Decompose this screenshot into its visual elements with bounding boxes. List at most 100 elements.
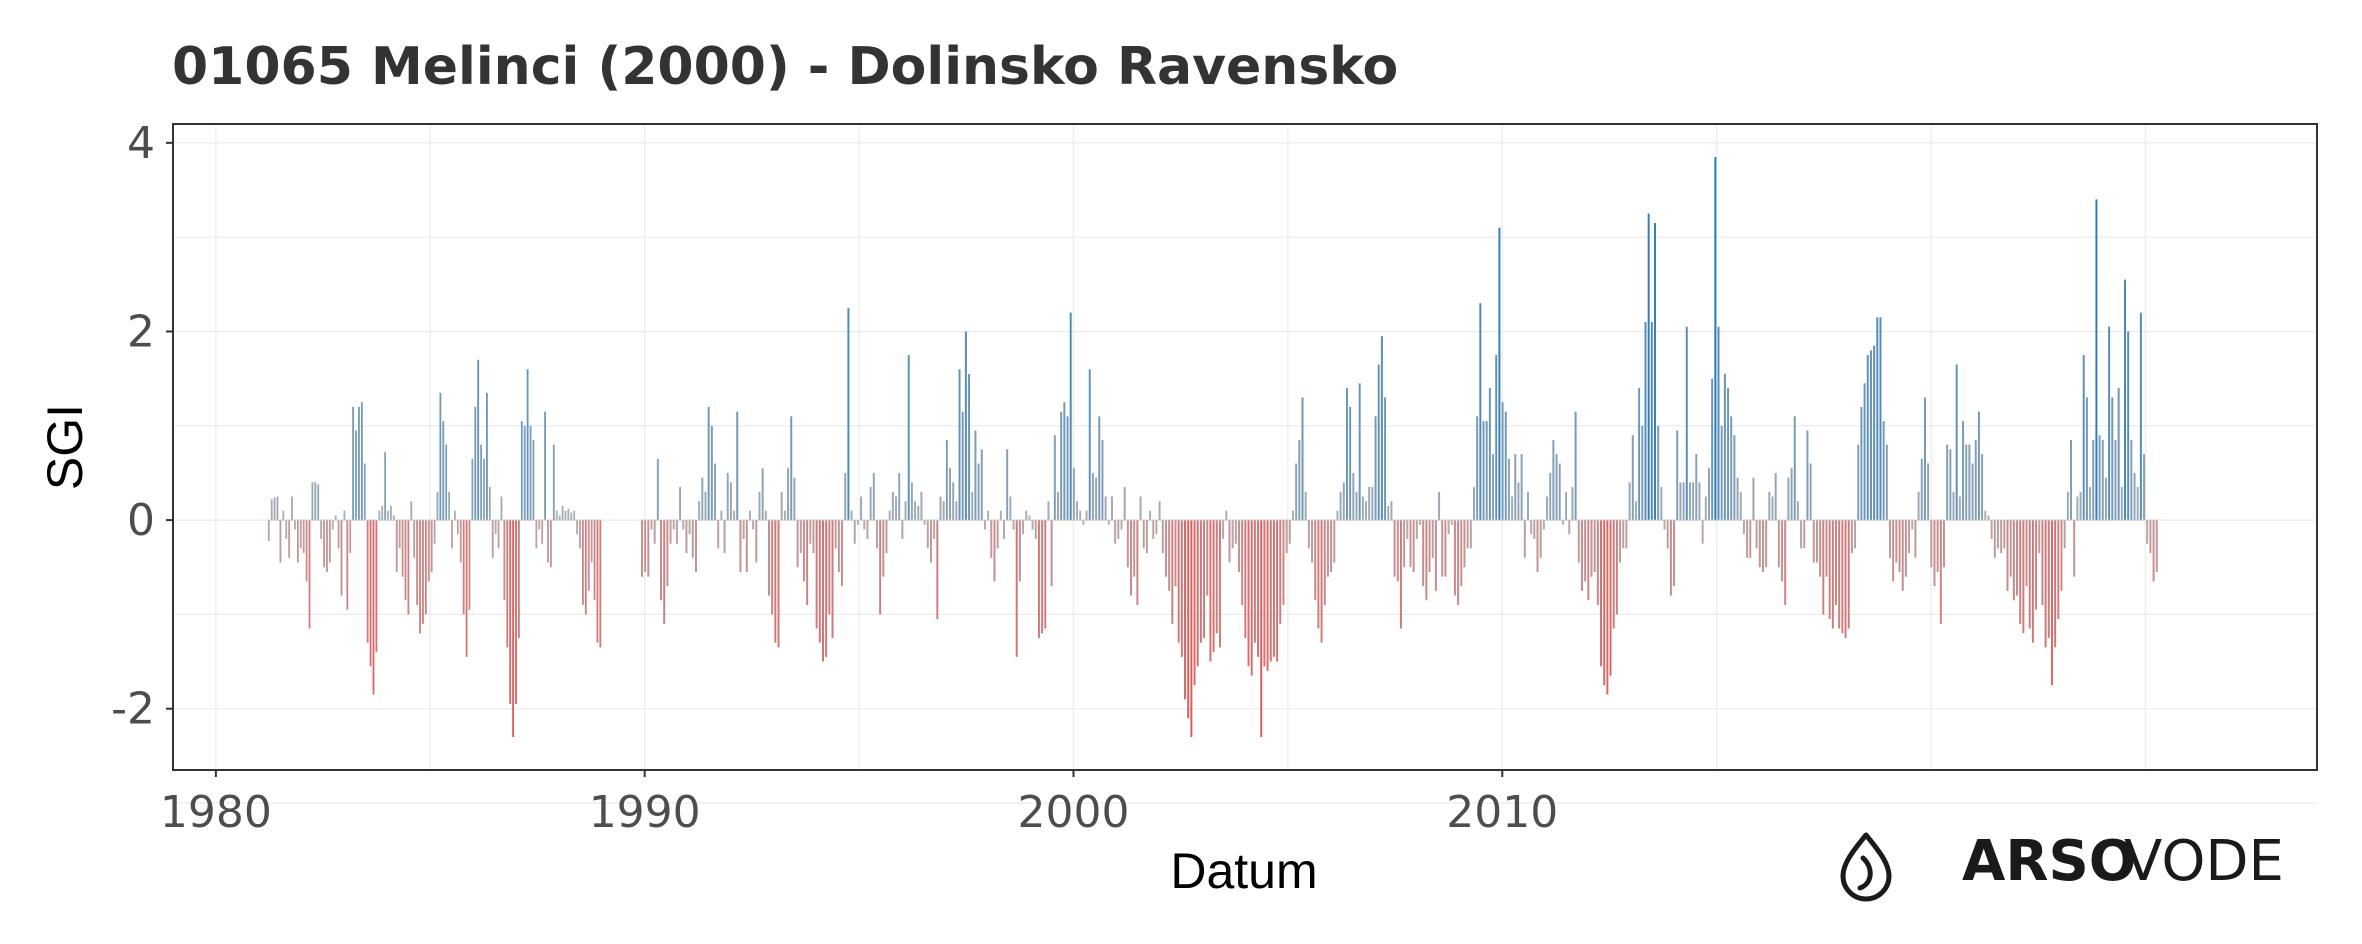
sgi-bar — [1996, 520, 1999, 549]
sgi-bar — [847, 307, 850, 521]
sgi-bar — [1171, 520, 1174, 624]
sgi-bar — [2104, 477, 2107, 521]
sgi-bar — [1136, 520, 1139, 605]
sgi-bar — [1130, 520, 1133, 596]
sgi-bar — [983, 520, 986, 530]
sgi-bar — [1615, 520, 1618, 615]
sgi-bar — [1330, 520, 1333, 572]
sgi-bar — [1453, 520, 1456, 596]
sgi-bar — [1460, 520, 1463, 587]
sgi-bar — [1098, 416, 1101, 521]
sgi-bar — [448, 491, 451, 521]
sgi-bar — [552, 444, 555, 521]
sgi-bar — [320, 520, 323, 539]
sgi-bar — [2022, 520, 2025, 634]
sgi-bar — [1958, 496, 1961, 521]
sgi-bar — [360, 402, 363, 521]
sgi-bar — [547, 520, 549, 563]
sgi-bar — [2047, 520, 2050, 638]
sgi-bar — [1133, 520, 1136, 577]
plot-panel — [172, 123, 2318, 771]
water-drop-icon — [1840, 832, 1892, 902]
sgi-bar — [2038, 520, 2041, 554]
sgi-bar — [875, 520, 878, 549]
sgi-bar — [1584, 520, 1587, 582]
sgi-bar — [1101, 439, 1104, 521]
sgi-bar — [1399, 520, 1402, 629]
sgi-bar — [535, 520, 538, 549]
sgi-bar — [355, 430, 357, 521]
sgi-bar — [885, 520, 888, 554]
sgi-bar — [494, 520, 497, 535]
sgi-bar — [1488, 388, 1491, 521]
sgi-bar — [1149, 510, 1152, 521]
sgi-bar — [2092, 439, 2095, 521]
sgi-bar — [904, 501, 907, 521]
sgi-bar — [1466, 520, 1469, 549]
sgi-bar — [879, 520, 882, 615]
sgi-bar — [1549, 472, 1552, 521]
sgi-bar — [1034, 520, 1037, 539]
sgi-bar — [587, 520, 590, 591]
sgi-bar — [844, 472, 847, 521]
sgi-bar — [581, 520, 584, 605]
sgi-bar — [488, 487, 491, 521]
sgi-bar — [758, 491, 761, 521]
sgi-bar — [1438, 491, 1441, 521]
sgi-bar — [774, 520, 777, 643]
sgi-bar — [714, 463, 716, 521]
sgi-bar — [550, 520, 552, 568]
sgi-bar — [1063, 402, 1066, 521]
sgi-bar — [2101, 439, 2104, 521]
sgi-bar — [1952, 491, 1955, 521]
sgi-bar — [920, 491, 923, 521]
sgi-bar — [1209, 520, 1212, 662]
sgi-bar — [1241, 520, 1244, 605]
sgi-bar — [1307, 520, 1310, 549]
sgi-bar — [1536, 520, 1539, 572]
sgi-bar — [1650, 322, 1653, 521]
sgi-bar — [372, 520, 375, 695]
sgi-bar — [1187, 520, 1190, 719]
sgi-bar — [1463, 520, 1466, 568]
sgi-bar — [1755, 520, 1758, 549]
sgi-bar — [787, 468, 790, 521]
sgi-bar — [1631, 435, 1634, 521]
sgi-bar — [850, 510, 853, 521]
sgi-bar — [723, 520, 726, 554]
sgi-bar — [1593, 520, 1596, 572]
sgi-bar — [1482, 421, 1485, 521]
sgi-bar — [1206, 520, 1209, 596]
sgi-bar — [647, 520, 650, 577]
sgi-bar — [299, 520, 302, 549]
sgi-bar — [926, 520, 929, 549]
sgi-bar — [917, 505, 920, 521]
sgi-bar — [1768, 491, 1771, 521]
sgi-bar — [579, 520, 581, 549]
sgi-bar — [1314, 520, 1317, 601]
sgi-bar — [1088, 369, 1091, 521]
sgi-bar — [1908, 520, 1911, 554]
sgi-bar — [1523, 520, 1526, 558]
sgi-bar — [675, 520, 678, 544]
sgi-bar — [1085, 510, 1088, 521]
sgi-bar — [1679, 482, 1682, 521]
sgi-bar — [1511, 496, 1514, 521]
sgi-bar — [1889, 520, 1891, 558]
sgi-bar — [1311, 520, 1314, 563]
sgi-bar — [1339, 491, 1342, 521]
sgi-bar — [679, 487, 682, 521]
bar-series — [267, 157, 2158, 737]
sgi-bar — [955, 501, 958, 521]
chart-title: 01065 Melinci (2000) - Dolinsko Ravensko — [172, 37, 1398, 97]
sgi-bar — [853, 520, 856, 544]
sgi-bar — [413, 520, 416, 558]
sgi-bar — [1936, 520, 1939, 572]
sgi-bar — [742, 520, 745, 539]
sgi-bar — [1145, 520, 1148, 554]
sgi-bar — [704, 491, 707, 521]
sgi-bar — [1923, 397, 1926, 521]
sgi-bar — [1660, 487, 1663, 521]
sgi-bar — [346, 520, 349, 610]
sgi-bar — [1844, 520, 1847, 638]
